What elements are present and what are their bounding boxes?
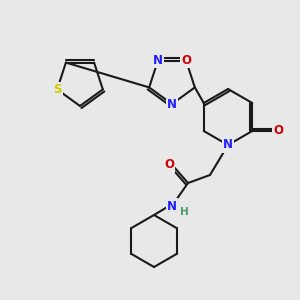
Text: O: O: [273, 124, 283, 137]
Text: N: N: [167, 98, 177, 110]
Text: O: O: [181, 54, 191, 67]
Text: N: N: [223, 139, 233, 152]
Text: S: S: [53, 83, 62, 96]
Text: O: O: [164, 158, 174, 172]
Text: N: N: [167, 200, 177, 212]
Text: H: H: [180, 207, 188, 217]
Text: N: N: [153, 54, 163, 67]
